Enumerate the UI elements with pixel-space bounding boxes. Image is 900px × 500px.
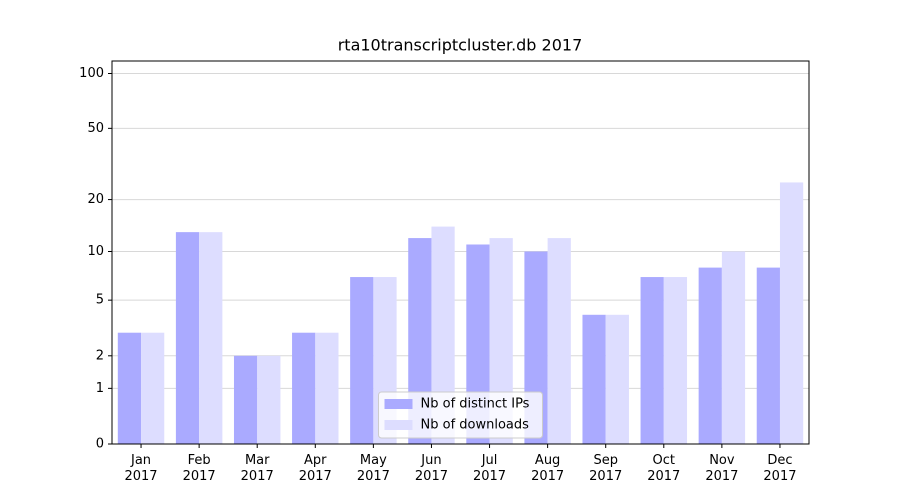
x-tick-label: Feb 2017 (182, 453, 216, 484)
plot-frame (111, 60, 810, 445)
x-tick-label: Aug 2017 (531, 453, 565, 484)
x-tick-label: Jun 2017 (414, 453, 448, 484)
legend-swatch (384, 399, 413, 409)
bar (199, 232, 223, 444)
y-tick-label: 0 (96, 437, 104, 452)
bar (292, 332, 316, 444)
bar (582, 314, 606, 444)
y-tick-label: 5 (96, 293, 104, 308)
chart-title: rta10transcriptcluster.db 2017 (338, 36, 583, 55)
x-tick-label: Nov 2017 (705, 453, 739, 484)
legend-box (378, 391, 543, 439)
legend-label: Nb of downloads (421, 418, 530, 433)
y-tick-label: 100 (79, 66, 104, 81)
x-tick-label: Jan 2017 (124, 453, 158, 484)
legend-swatch (384, 420, 413, 430)
x-tick-label: Oct 2017 (647, 453, 681, 484)
x-tick-label: Mar 2017 (240, 453, 274, 484)
x-tick-label: Dec 2017 (763, 453, 797, 484)
bar (431, 226, 455, 444)
y-tick-label: 10 (87, 244, 104, 259)
bar (315, 332, 339, 444)
x-tick-label: Jul 2017 (472, 453, 507, 484)
x-tick-label: Apr 2017 (298, 453, 332, 484)
y-tick-label: 2 (96, 348, 104, 363)
bar (350, 277, 374, 444)
bar (117, 332, 142, 444)
bar (663, 277, 688, 444)
y-tick-label: 1 (96, 381, 104, 396)
y-tick-label: 50 (87, 121, 104, 136)
x-tick-label: May 2017 (356, 453, 390, 484)
bar (141, 332, 165, 444)
bar (779, 182, 804, 444)
y-tick-label: 20 (87, 192, 104, 207)
legend-label: Nb of distinct IPs (421, 397, 530, 412)
bar (175, 232, 200, 444)
bar (233, 355, 258, 444)
x-tick-label: Sep 2017 (589, 453, 623, 484)
bar (257, 355, 281, 444)
bar (721, 251, 746, 444)
bar (605, 314, 629, 444)
bar (698, 267, 722, 444)
bar (756, 267, 780, 444)
bar (547, 238, 571, 444)
bar (640, 277, 664, 444)
